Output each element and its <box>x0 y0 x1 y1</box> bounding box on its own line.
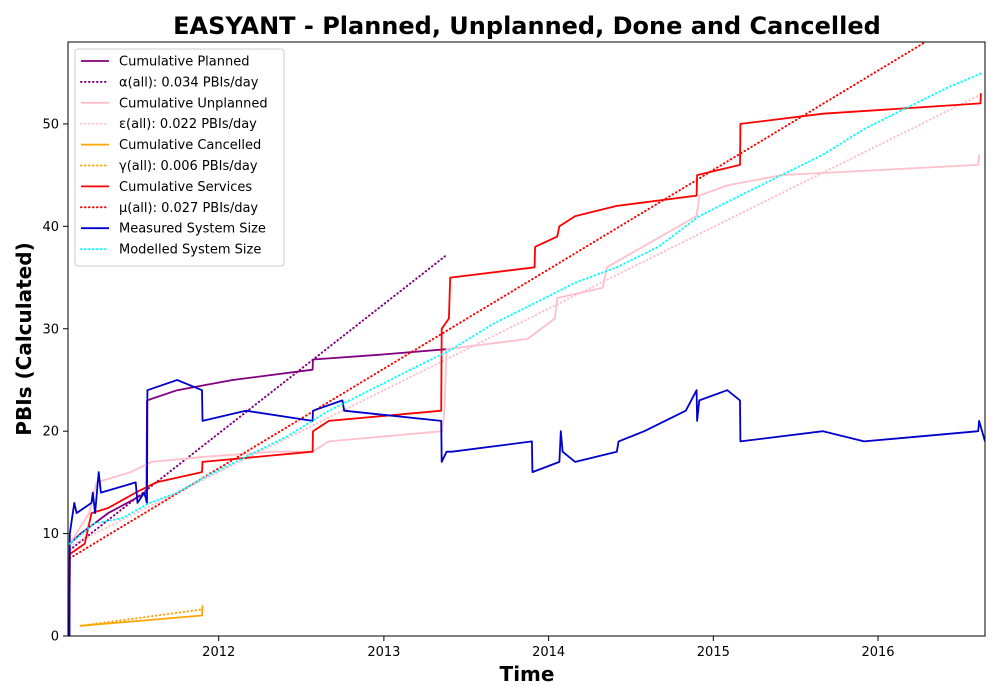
legend-frame <box>74 48 285 267</box>
y-tick-label-40: 40 <box>42 220 59 235</box>
x-tick-label-2015: 2015 <box>697 645 730 660</box>
legend-label-all-0-027-pbis-day: μ(all): 0.027 PBIs/day <box>119 201 258 216</box>
legend-label-modelled-system-size: Modelled System Size <box>119 243 261 258</box>
legend-label-measured-system-size: Measured System Size <box>119 222 266 237</box>
y-tick-label-50: 50 <box>42 117 59 132</box>
series-line-all-0-027-pbis-day <box>68 42 927 560</box>
series-line-cumulative-cancelled <box>80 605 204 627</box>
legend: Cumulative Planned α(all): 0.034 PBIs/day… <box>74 48 285 267</box>
x-tick-label-2012: 2012 <box>202 645 235 660</box>
legend-label-all-0-034-pbis-day: α(all): 0.034 PBIs/day <box>119 75 259 90</box>
plot-frame <box>67 41 986 637</box>
series-line-all-0-006-pbis-day <box>79 608 204 627</box>
chart-title: EASYANT - Planned, Unplanned, Done and C… <box>173 12 881 40</box>
plot-series <box>68 42 985 636</box>
y-tick-label-10: 10 <box>42 527 59 542</box>
series-line-all-0-034-pbis-day <box>68 254 448 551</box>
y-tick-label-20: 20 <box>42 425 59 440</box>
x-tick-label-2016: 2016 <box>861 645 894 660</box>
y-axis-label: PBIs (Calculated) <box>12 242 36 435</box>
x-tick-label-2014: 2014 <box>532 645 565 660</box>
legend-label-cumulative-unplanned: Cumulative Unplanned <box>119 96 268 111</box>
y-tick-label-0: 0 <box>51 630 59 645</box>
series-line-measured-system-size <box>68 379 985 636</box>
series-line-cumulative-unplanned <box>68 154 980 636</box>
y-axis: 0 10 20 30 40 50 <box>42 117 68 645</box>
x-axis: 2012 2013 2014 2015 2016 <box>202 636 895 660</box>
legend-label-cumulative-planned: Cumulative Planned <box>119 55 249 70</box>
legend-label-cumulative-cancelled: Cumulative Cancelled <box>119 138 261 153</box>
x-axis-label: Time <box>500 662 555 686</box>
legend-label-all-0-022-pbis-day: ε(all): 0.022 PBIs/day <box>119 117 257 132</box>
y-tick-label-30: 30 <box>42 322 59 337</box>
series-line-all-0-022-pbis-day <box>68 94 981 547</box>
legend-label-cumulative-services: Cumulative Services <box>119 180 252 195</box>
series-line-modelled-system-size <box>68 71 984 545</box>
legend-label-all-0-006-pbis-day: γ(all): 0.006 PBIs/day <box>119 159 258 174</box>
series-line-cumulative-planned <box>68 348 447 636</box>
x-tick-label-2013: 2013 <box>367 645 400 660</box>
